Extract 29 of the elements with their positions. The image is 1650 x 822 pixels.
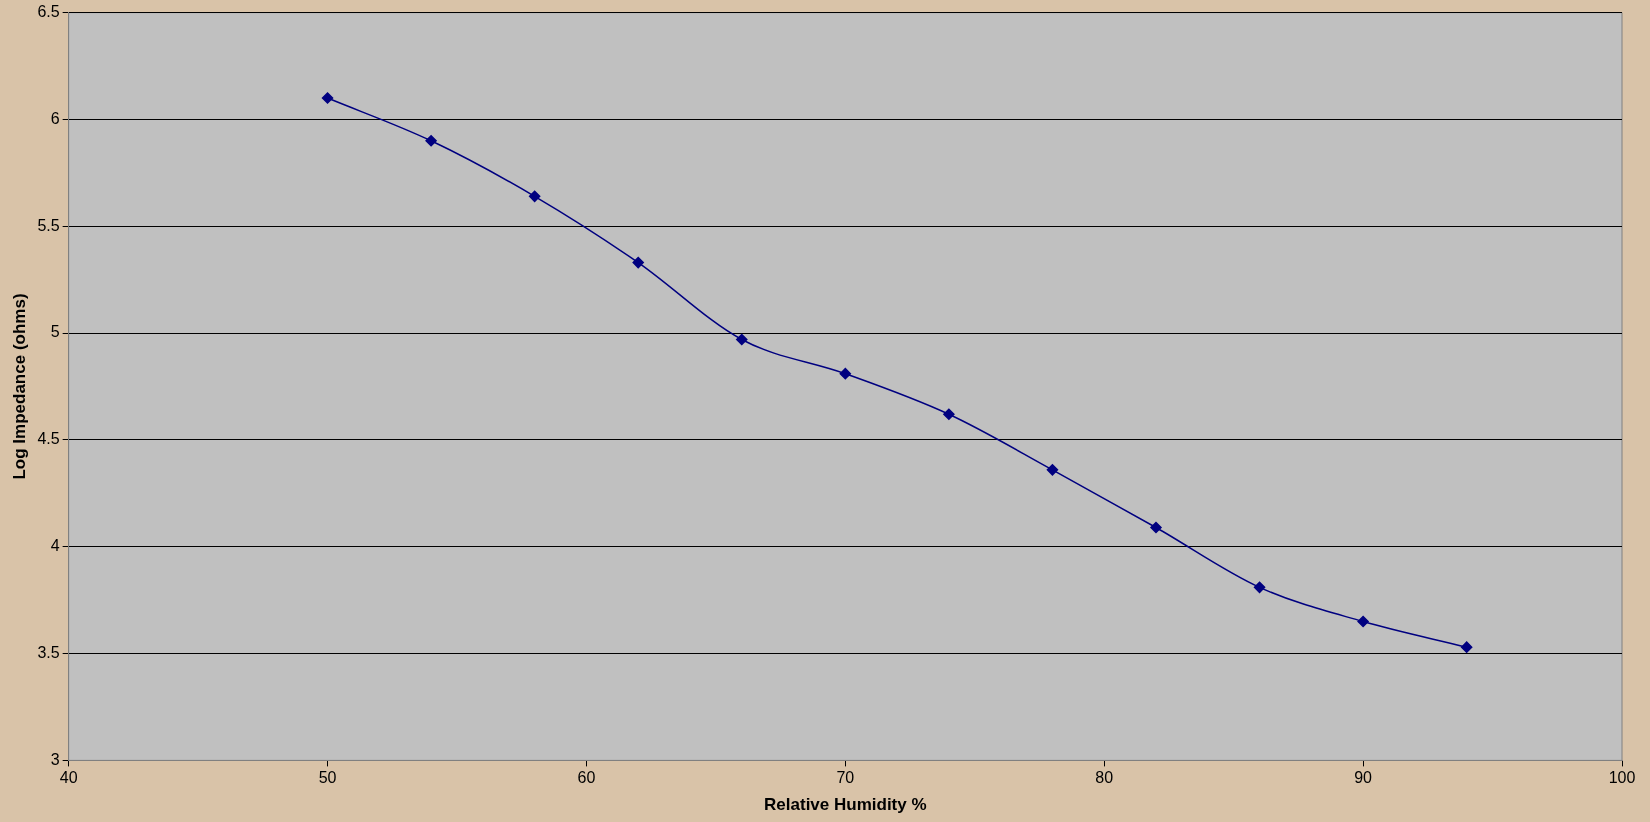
x-tick-label: 60 <box>577 769 596 787</box>
x-axis-title: Relative Humidity % <box>764 795 927 815</box>
point <box>425 135 437 147</box>
point <box>839 367 852 380</box>
y-tick-label: 4.5 <box>37 430 60 448</box>
y-axis-title: Log Impedance (ohms) <box>9 293 29 480</box>
x-tick-label: 40 <box>59 769 78 787</box>
y-tick-label: 4 <box>50 537 60 555</box>
point <box>321 92 334 104</box>
y-tick-label: 3.5 <box>37 643 60 661</box>
y-tick-label: 6 <box>50 109 60 127</box>
point <box>528 190 541 203</box>
y-tick-label: 5 <box>50 323 60 341</box>
x-tick-label: 100 <box>1608 769 1636 787</box>
point <box>1460 641 1473 653</box>
point <box>632 256 644 269</box>
y-tick-label: 5.5 <box>37 216 60 234</box>
x-tick-label: 80 <box>1095 769 1114 787</box>
x-tick-label: 90 <box>1354 769 1373 787</box>
point <box>1253 581 1266 594</box>
point <box>943 408 955 421</box>
point <box>1357 615 1369 628</box>
y-tick-label: 6.5 <box>37 3 60 21</box>
point <box>1150 521 1162 534</box>
y-tick-label: 3 <box>50 750 60 768</box>
x-tick-label: 70 <box>836 769 855 787</box>
point <box>736 333 748 346</box>
x-tick-label: 50 <box>318 769 337 787</box>
point <box>1046 464 1059 476</box>
